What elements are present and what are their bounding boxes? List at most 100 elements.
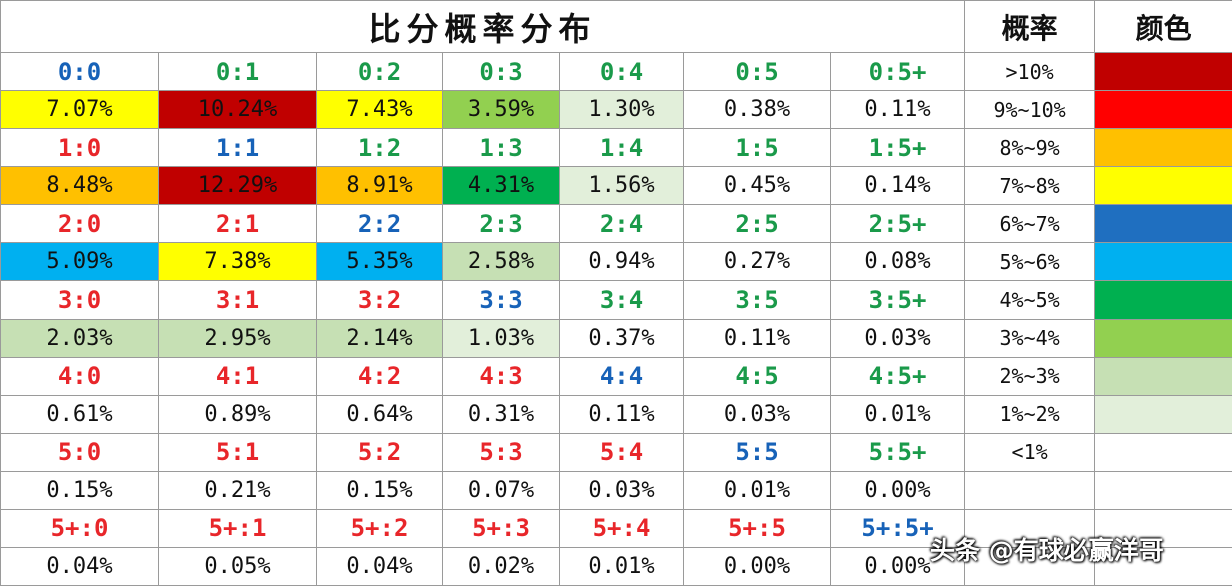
score-cell: 2:5+ [829, 204, 966, 244]
score-cell: 1:4 [559, 128, 684, 168]
score-cell: 0:2 [316, 52, 443, 92]
score-cell: 4:0 [0, 356, 159, 396]
probability-row: 8.48% 12.29% 8.91% 4.31% 1.56% 0.45% 0.14% 7%~8… [0, 166, 1232, 206]
legend-color-swatch [1094, 356, 1232, 396]
legend-empty-cell [1094, 546, 1232, 586]
score-cell: 5+:5 [683, 508, 831, 548]
probability-cell: 0.15% [316, 470, 443, 510]
score-cell: 3:2 [316, 280, 443, 320]
score-cell: 5+:0 [0, 508, 159, 548]
probability-cell: 0.11% [683, 318, 831, 358]
score-cell: 1:3 [442, 128, 560, 168]
probability-row: 7.07% 10.24% 7.43% 3.59% 1.30% 0.38% 0.11% 9%~1… [0, 90, 1232, 130]
legend-prob-header: 概率 [964, 0, 1096, 54]
score-cell: 2:5 [683, 204, 831, 244]
legend-empty-cell [964, 546, 1096, 586]
probability-cell: 0.64% [316, 394, 443, 434]
score-cell: 4:3 [442, 356, 560, 396]
probability-cell: 4.31% [442, 166, 560, 206]
legend-color-header: 颜色 [1094, 0, 1232, 54]
score-cell: 5+:5+ [829, 508, 966, 548]
legend-empty-cell [1094, 508, 1232, 548]
probability-cell: 0.31% [442, 394, 560, 434]
probability-cell: 0.03% [559, 470, 684, 510]
probability-row: 0.15% 0.21% 0.15% 0.07% 0.03% 0.01% 0.00% [0, 470, 1232, 510]
score-cell: 5:1 [158, 432, 317, 472]
probability-cell: 7.07% [0, 90, 159, 130]
score-cell: 0:0 [0, 52, 159, 92]
score-cell: 3:3 [442, 280, 560, 320]
score-cell: 0:4 [559, 52, 684, 92]
probability-cell: 12.29% [158, 166, 317, 206]
score-cell: 4:2 [316, 356, 443, 396]
probability-cell: 2.95% [158, 318, 317, 358]
score-cell: 5+:1 [158, 508, 317, 548]
probability-cell: 0.04% [316, 546, 443, 586]
probability-cell: 0.01% [829, 394, 966, 434]
legend-color-swatch [1094, 432, 1232, 472]
score-cell: 5:3 [442, 432, 560, 472]
legend-range: 7%~8% [964, 166, 1096, 206]
probability-cell: 0.37% [559, 318, 684, 358]
score-cell: 4:1 [158, 356, 317, 396]
legend-color-swatch [1094, 318, 1232, 358]
probability-cell: 5.09% [0, 242, 159, 282]
score-cell: 0:5+ [829, 52, 966, 92]
probability-row: 5.09% 7.38% 5.35% 2.58% 0.94% 0.27% 0.08% 5%~6% [0, 242, 1232, 282]
score-row: 5:0 5:1 5:2 5:3 5:4 5:5 5:5+ <1% [0, 432, 1232, 472]
probability-cell: 0.04% [0, 546, 159, 586]
score-cell: 3:4 [559, 280, 684, 320]
score-cell: 2:4 [559, 204, 684, 244]
legend-empty-cell [1094, 470, 1232, 510]
legend-color-swatch [1094, 394, 1232, 434]
probability-cell: 0.03% [829, 318, 966, 358]
score-cell: 4:5 [683, 356, 831, 396]
probability-cell: 0.15% [0, 470, 159, 510]
table-title: 比分概率分布 [0, 0, 966, 54]
probability-cell: 0.94% [559, 242, 684, 282]
probability-cell: 2.14% [316, 318, 443, 358]
score-cell: 1:5 [683, 128, 831, 168]
probability-cell: 2.58% [442, 242, 560, 282]
header-row: 比分概率分布 概率 颜色 [0, 0, 1232, 54]
probability-cell: 0.07% [442, 470, 560, 510]
probability-cell: 0.00% [829, 470, 966, 510]
probability-cell: 0.01% [559, 546, 684, 586]
probability-cell: 0.11% [559, 394, 684, 434]
probability-cell: 0.89% [158, 394, 317, 434]
legend-color-swatch [1094, 166, 1232, 206]
score-cell: 2:1 [158, 204, 317, 244]
legend-range: <1% [964, 432, 1096, 472]
probability-cell: 0.00% [683, 546, 831, 586]
probability-cell: 5.35% [316, 242, 443, 282]
probability-cell: 0.61% [0, 394, 159, 434]
score-cell: 4:5+ [829, 356, 966, 396]
probability-cell: 0.02% [442, 546, 560, 586]
score-cell: 5+:3 [442, 508, 560, 548]
score-cell: 5:4 [559, 432, 684, 472]
probability-cell: 0.14% [829, 166, 966, 206]
probability-cell: 0.01% [683, 470, 831, 510]
probability-cell: 0.03% [683, 394, 831, 434]
score-cell: 1:5+ [829, 128, 966, 168]
legend-range: 2%~3% [964, 356, 1096, 396]
score-cell: 0:1 [158, 52, 317, 92]
score-cell: 1:2 [316, 128, 443, 168]
legend-color-swatch [1094, 204, 1232, 244]
probability-cell: 0.45% [683, 166, 831, 206]
score-cell: 0:3 [442, 52, 560, 92]
probability-cell: 0.38% [683, 90, 831, 130]
score-cell: 5:2 [316, 432, 443, 472]
score-cell: 2:0 [0, 204, 159, 244]
probability-cell: 8.91% [316, 166, 443, 206]
legend-range: 4%~5% [964, 280, 1096, 320]
legend-range: 8%~9% [964, 128, 1096, 168]
score-row: 0:0 0:1 0:2 0:3 0:4 0:5 0:5+ >10% [0, 52, 1232, 92]
score-cell: 3:5 [683, 280, 831, 320]
score-cell: 5:5 [683, 432, 831, 472]
score-row: 2:0 2:1 2:2 2:3 2:4 2:5 2:5+ 6%~7% [0, 204, 1232, 244]
score-cell: 5:0 [0, 432, 159, 472]
probability-cell: 1.30% [559, 90, 684, 130]
score-cell: 2:3 [442, 204, 560, 244]
